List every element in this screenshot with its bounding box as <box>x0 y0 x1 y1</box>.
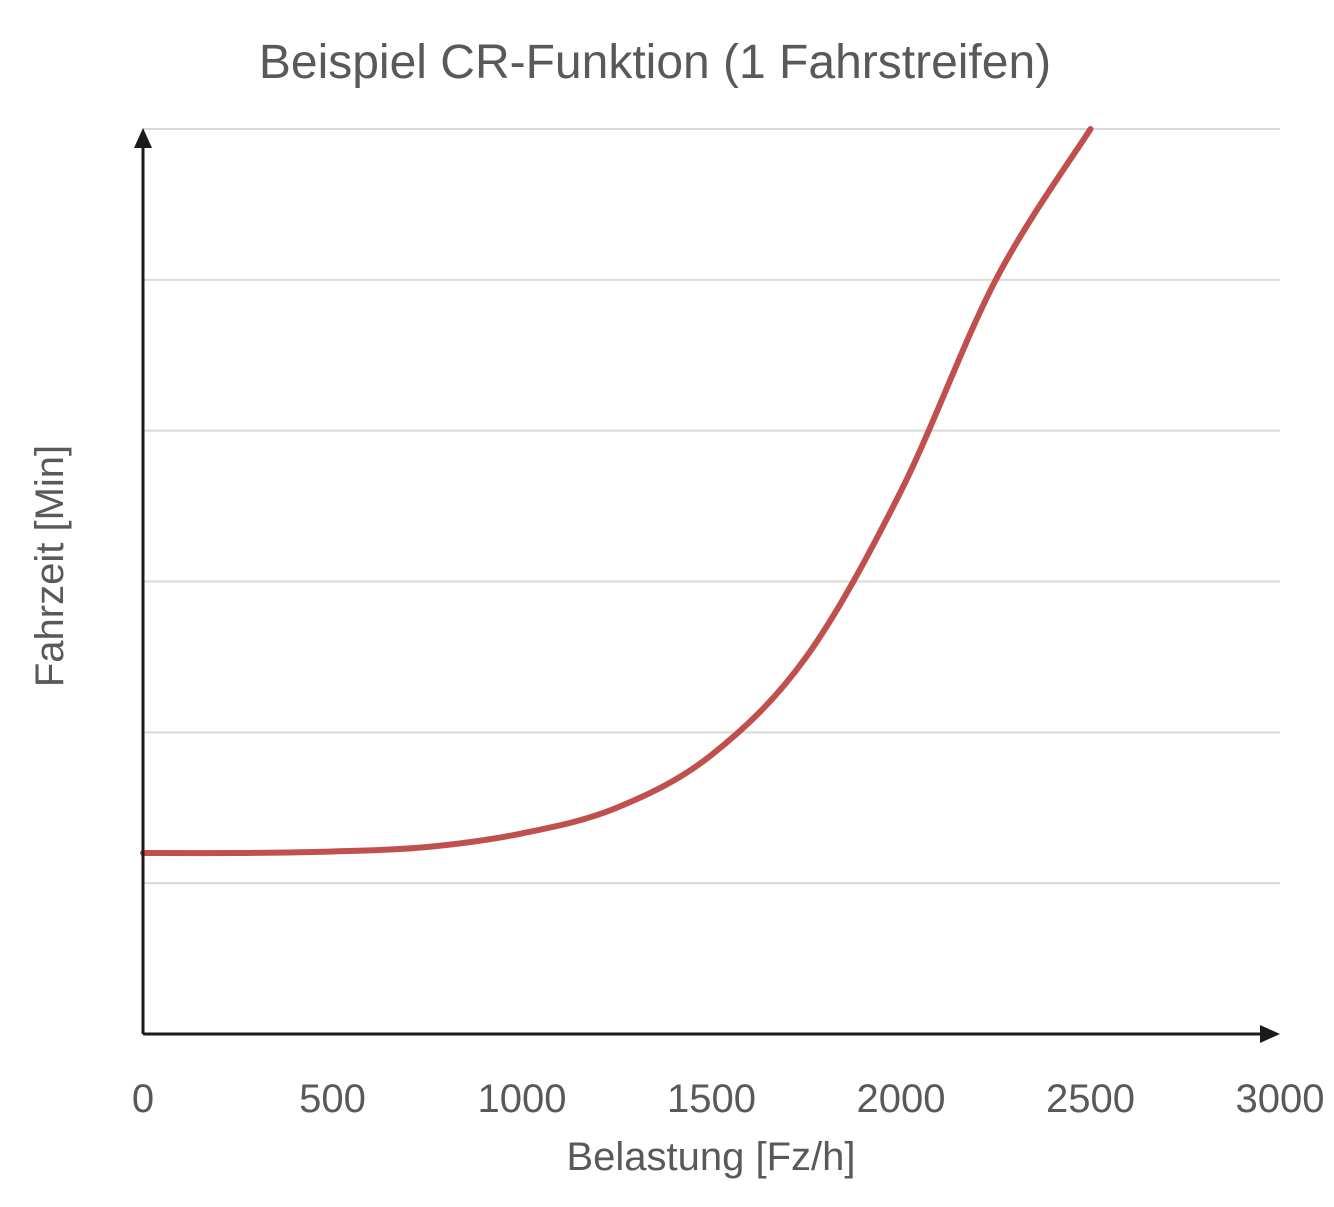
x-tick-label: 2500 <box>1046 1077 1135 1121</box>
x-tick-label: 3000 <box>1236 1077 1325 1121</box>
x-tick-label: 500 <box>299 1077 366 1121</box>
series-layer <box>140 126 1094 857</box>
x-axis-arrow <box>1260 1025 1280 1043</box>
y-axis-title: Fahrzeit [Min] <box>28 445 72 687</box>
x-tick-label: 1500 <box>667 1077 756 1121</box>
chart-title: Beispiel CR-Funktion (1 Fahrstreifen) <box>259 36 1051 89</box>
gridlines <box>143 128 1280 885</box>
x-axis-title: Belastung [Fz/h] <box>566 1135 855 1179</box>
x-tick-label: 2000 <box>857 1077 946 1121</box>
x-tick-label: 0 <box>132 1077 154 1121</box>
x-tick-labels: 0 500 1000 1500 2000 2500 3000 <box>132 1077 1325 1121</box>
y-axis-arrow <box>134 128 152 148</box>
axes <box>134 128 1280 1043</box>
x-tick-label: 1000 <box>478 1077 567 1121</box>
series-line <box>140 126 1094 857</box>
